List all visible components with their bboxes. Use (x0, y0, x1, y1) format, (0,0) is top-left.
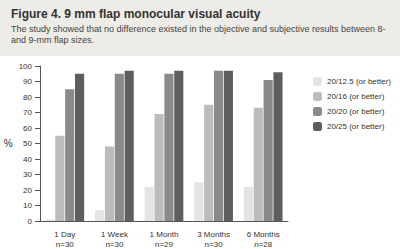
svg-text:n=30: n=30 (56, 240, 75, 249)
svg-text:6 Months: 6 Months (247, 230, 280, 239)
svg-text:20/16 (or better): 20/16 (or better) (327, 92, 385, 101)
svg-text:40: 40 (23, 155, 32, 164)
svg-text:50: 50 (23, 139, 32, 148)
svg-text:80: 80 (23, 93, 32, 102)
svg-text:90: 90 (23, 77, 32, 86)
svg-text:30: 30 (23, 170, 32, 179)
svg-text:The study showed that no diffe: The study showed that no difference exis… (11, 24, 388, 34)
svg-text:1 Week: 1 Week (101, 230, 129, 239)
svg-text:20/20 (or better): 20/20 (or better) (327, 107, 385, 116)
svg-text:20/12.5 (or better): 20/12.5 (or better) (327, 77, 391, 86)
svg-text:1 Month: 1 Month (150, 230, 179, 239)
svg-text:n=30: n=30 (205, 240, 224, 249)
svg-text:%: % (4, 138, 13, 149)
svg-text:10: 10 (23, 201, 32, 210)
svg-text:3 Months: 3 Months (197, 230, 230, 239)
svg-text:n=28: n=28 (254, 240, 273, 249)
svg-text:n=29: n=29 (155, 240, 174, 249)
svg-text:and 9-mm flap sizes.: and 9-mm flap sizes. (11, 35, 94, 45)
svg-text:100: 100 (19, 62, 33, 71)
svg-text:70: 70 (23, 108, 32, 117)
svg-text:Figure 4. 9 mm flap monocular: Figure 4. 9 mm flap monocular visual acu… (11, 7, 261, 21)
svg-text:60: 60 (23, 124, 32, 133)
svg-text:n=30: n=30 (105, 240, 124, 249)
svg-text:20/25 (or better): 20/25 (or better) (327, 122, 385, 131)
svg-text:20: 20 (23, 186, 32, 195)
svg-text:1 Day: 1 Day (54, 230, 75, 239)
svg-text:0: 0 (28, 217, 33, 226)
